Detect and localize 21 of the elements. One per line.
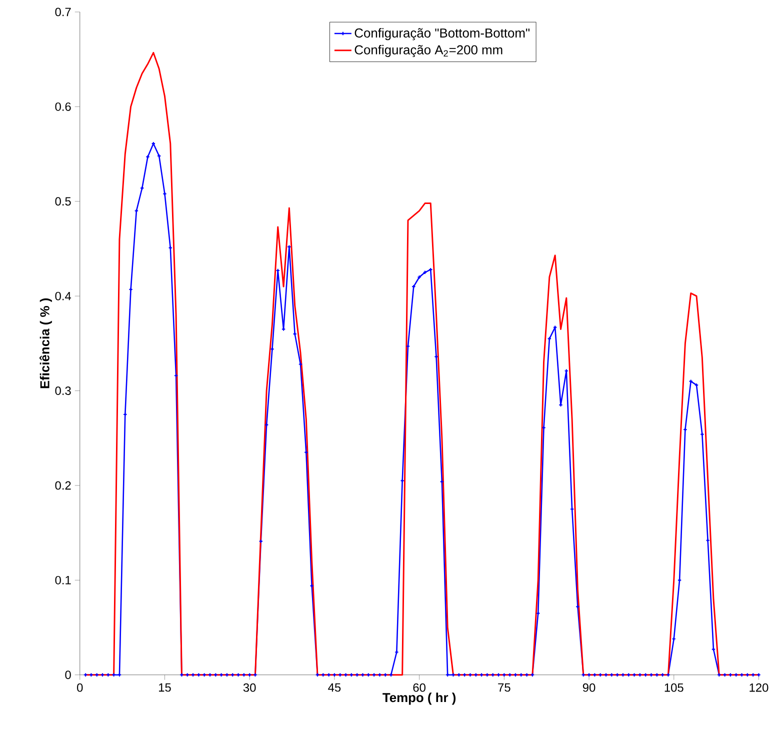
x-tick-label: 60 [413,683,426,692]
y-tick-label: 0.7 [55,8,71,16]
x-tick-label: 0 [77,683,83,692]
y-tick-label: 0.4 [55,292,72,300]
x-tick-label: 105 [664,683,684,692]
y-tick-label: 0.2 [55,481,71,490]
y-tick-label: 0.3 [55,386,71,396]
y-tick-label: 0 [65,670,71,680]
legend-label: Configuração "Bottom-Bottom" [354,28,530,40]
y-tick-label: 0.5 [55,197,71,206]
x-tick-label: 45 [328,683,341,692]
x-tick-label: 120 [750,683,768,692]
x-tick-label: 90 [582,683,596,692]
y-tick-label: 0.6 [55,102,71,112]
x-tick-label: 75 [498,683,510,692]
x-tick-label: 15 [158,683,171,692]
y-axis-title: Eficiência ( % ) [40,298,52,388]
x-axis-title: Tempo ( hr ) [382,692,456,705]
y-tick-label: 0.1 [55,576,71,584]
legend-label: Configuração A$_{2}$=200 mm [354,45,502,58]
x-tick-label: 30 [243,683,256,692]
